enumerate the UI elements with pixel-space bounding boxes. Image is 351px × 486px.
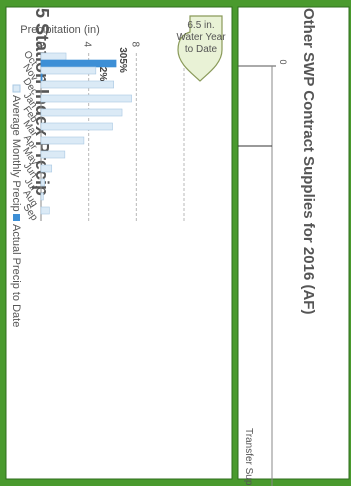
bar-average — [40, 178, 45, 187]
bar-average — [40, 192, 44, 201]
bar-average — [40, 164, 53, 173]
y-axis-label: Precipitation (in) — [20, 24, 99, 36]
bar-average — [40, 206, 50, 215]
callout-line2: to Date — [185, 44, 218, 55]
legend-label-actual: Actual Precip to Date — [10, 224, 22, 327]
data-label: 305% — [117, 47, 128, 73]
bar-average — [40, 66, 97, 75]
bar-average — [40, 94, 132, 103]
swp-chart: Other SWP Contract Supplies for 2016 (AF… — [238, 8, 317, 486]
y-tick-label: 4 — [82, 41, 93, 47]
y-tick-label: 0 — [34, 41, 45, 47]
y-tick-label: 8 — [129, 41, 140, 47]
swp-panel — [237, 6, 350, 480]
swp-title: Other SWP Contract Supplies for 2016 (AF… — [300, 8, 317, 314]
water-year-callout: 6.5 in. Water Year to Date — [176, 15, 226, 82]
legend-swatch-average — [12, 84, 21, 93]
bar-average — [40, 80, 114, 89]
callout-value: 6.5 in. — [187, 20, 214, 31]
callout-heart-shape — [177, 15, 223, 82]
bars — [40, 52, 132, 215]
swp-row-label: Transfer Supplies — [243, 428, 254, 486]
bar-average — [40, 150, 66, 159]
legend-label-average: Average Monthly Precip — [10, 95, 22, 212]
bar-average — [40, 136, 85, 145]
data-label: 2% — [97, 67, 108, 82]
bar-average — [40, 108, 123, 117]
bar-actual — [40, 73, 43, 82]
swp-tick-zero: 0 — [278, 59, 288, 64]
bar-average — [40, 122, 113, 131]
bar-average — [40, 52, 67, 61]
callout-line1: Water Year — [176, 32, 226, 43]
annotations: 305% 2% — [97, 47, 128, 81]
legend: Average Monthly Precip Actual Precip to … — [10, 84, 22, 327]
legend-swatch-actual — [13, 214, 20, 221]
